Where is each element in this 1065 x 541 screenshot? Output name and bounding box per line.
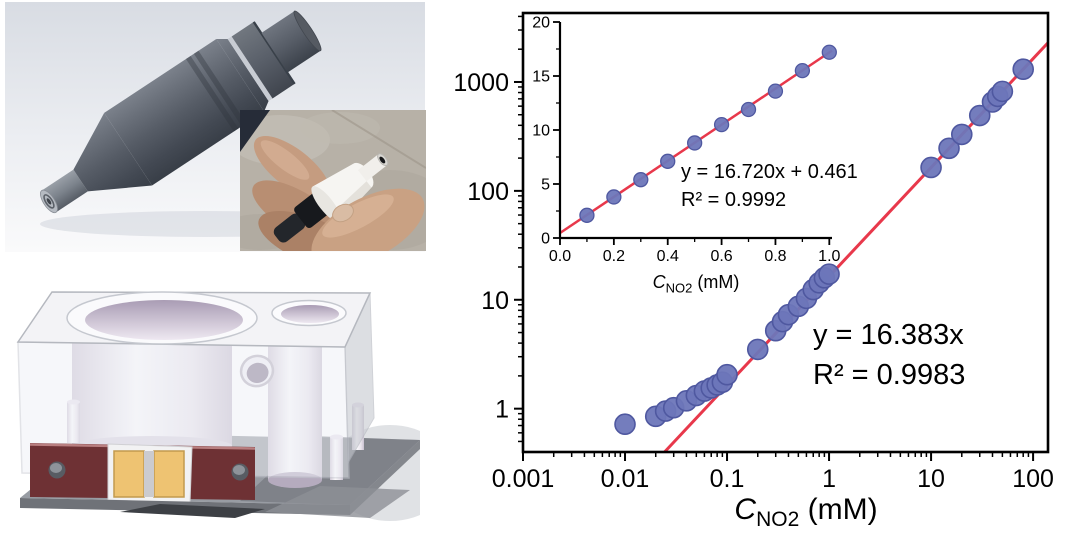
inset-fit-r2: R² = 0.9992 bbox=[681, 189, 786, 211]
data-point bbox=[660, 153, 676, 169]
svg-text:5: 5 bbox=[541, 177, 550, 194]
main-bore-hole bbox=[85, 300, 243, 340]
svg-text:10: 10 bbox=[917, 465, 945, 493]
data-point bbox=[938, 137, 960, 160]
data-point bbox=[716, 363, 738, 386]
svg-text:0.4: 0.4 bbox=[657, 248, 679, 265]
svg-text:0.1: 0.1 bbox=[710, 465, 745, 493]
base-shadow-right bbox=[265, 486, 410, 518]
electrode-board bbox=[29, 443, 256, 504]
thumb-nail bbox=[332, 203, 354, 223]
main-axes-frame bbox=[521, 11, 1050, 454]
data-point bbox=[1012, 58, 1035, 81]
data-point bbox=[614, 413, 636, 436]
svg-text:0.8: 0.8 bbox=[764, 248, 786, 265]
probe-tip-hole bbox=[379, 156, 386, 164]
data-point bbox=[633, 172, 649, 188]
sensor-taper bbox=[216, 39, 269, 112]
svg-text:0.2: 0.2 bbox=[603, 248, 625, 265]
gold-electrode-chip bbox=[107, 443, 193, 504]
inset-ticks bbox=[553, 21, 831, 245]
clothing-corner bbox=[240, 110, 270, 152]
main-ticks bbox=[514, 15, 1035, 461]
svg-text:10: 10 bbox=[481, 287, 509, 315]
silver-ring bbox=[227, 36, 273, 102]
groove-ring-1 bbox=[185, 55, 239, 132]
sensor-main-body bbox=[104, 39, 265, 186]
sensor-device bbox=[40, 10, 322, 214]
inset-plot: 0.0 0.2 0.4 0.6 0.8 1.0 0 5 10 15 20 y = 16.720x + … bbox=[532, 15, 858, 296]
data-point bbox=[687, 135, 703, 151]
svg-text:0.6: 0.6 bbox=[710, 248, 732, 265]
inset-tick-labels: 0.0 0.2 0.4 0.6 0.8 1.0 0 5 10 15 20 bbox=[532, 15, 840, 266]
svg-text:10: 10 bbox=[532, 123, 550, 140]
sensor-collar bbox=[231, 21, 295, 99]
inset-fit-equation: y = 16.720x + 0.461 bbox=[681, 161, 858, 183]
data-point bbox=[991, 80, 1014, 103]
inset-x-axis-label: CNO2 (mM) bbox=[653, 272, 740, 295]
data-point bbox=[740, 101, 757, 118]
data-point bbox=[713, 116, 730, 133]
groove-ring-2 bbox=[193, 50, 247, 127]
tail-end-cap bbox=[293, 10, 322, 52]
data-point bbox=[920, 156, 942, 179]
svg-text:100: 100 bbox=[467, 178, 509, 206]
svg-text:20: 20 bbox=[532, 15, 550, 32]
data-point bbox=[968, 104, 991, 127]
data-point bbox=[794, 62, 811, 79]
svg-text:1: 1 bbox=[822, 465, 836, 493]
svg-text:0: 0 bbox=[541, 231, 550, 248]
svg-text:1000: 1000 bbox=[453, 69, 509, 97]
data-point bbox=[579, 207, 595, 223]
step-edge bbox=[252, 21, 296, 85]
svg-text:1.0: 1.0 bbox=[818, 248, 840, 265]
data-point bbox=[746, 338, 769, 361]
sensor-tail-cylinder bbox=[261, 11, 321, 73]
nose-aperture bbox=[46, 198, 52, 205]
housing-cad-image bbox=[10, 268, 420, 538]
inset-data-points bbox=[579, 44, 837, 223]
data-point bbox=[606, 189, 622, 205]
data-point bbox=[821, 44, 837, 60]
data-point bbox=[767, 83, 784, 99]
svg-text:100: 100 bbox=[1012, 465, 1054, 493]
main-fit-equation: y = 16.383x bbox=[813, 319, 964, 351]
dark-shadow bbox=[120, 504, 265, 518]
svg-text:1: 1 bbox=[495, 396, 509, 424]
svg-text:0.0: 0.0 bbox=[549, 248, 571, 265]
svg-text:0.01: 0.01 bbox=[601, 465, 650, 493]
data-point bbox=[950, 123, 973, 146]
main-x-axis-label: CNO2 (mM) bbox=[734, 493, 877, 531]
main-fit-r2: R² = 0.9983 bbox=[813, 359, 965, 391]
data-point bbox=[818, 263, 840, 285]
svg-text:15: 15 bbox=[532, 69, 550, 86]
thumb bbox=[311, 188, 425, 251]
sensor-cone bbox=[73, 112, 153, 192]
probe-photo bbox=[240, 110, 426, 251]
small-bore-hole bbox=[281, 305, 339, 323]
nose-ring bbox=[43, 194, 55, 209]
svg-text:0.001: 0.001 bbox=[492, 465, 555, 493]
main-data-points bbox=[614, 58, 1035, 436]
